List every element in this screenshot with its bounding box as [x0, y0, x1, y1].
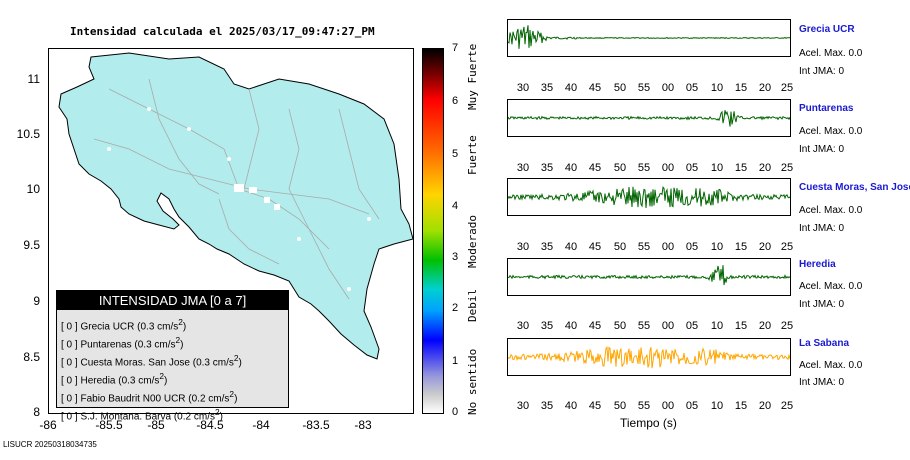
legend-station: Puntarenas (0.3 cm/s — [80, 339, 176, 351]
station-name[interactable]: Cuesta Moras, San Jose — [799, 182, 910, 193]
city-dots — [107, 107, 371, 291]
map-y-tick: 11 — [27, 72, 40, 86]
legend-sup: 2 — [233, 353, 239, 363]
colorbar-word: Muy Fuerte — [466, 43, 479, 110]
legend-close: ) — [238, 357, 242, 369]
legend-close: ) — [219, 411, 223, 423]
colorbar-word: Debil — [466, 288, 479, 322]
colorbar-number: 5 — [452, 148, 459, 160]
waveform-ticks: 30 35 40 45 50 55 00 05 10 15 20 25 — [516, 82, 794, 94]
legend-row: [ 0 ] Heredia (0.3 cm/s2) — [57, 367, 288, 387]
legend-station: Grecia UCR (0.3 cm/s — [80, 321, 179, 333]
costa-rica-map — [58, 52, 413, 360]
station-acel: Acel. Max. 0.0 — [799, 48, 863, 59]
colorbar-number: 6 — [452, 95, 459, 107]
costa-rica-landmass — [58, 52, 413, 360]
map-x-tick: -83.5 — [302, 418, 330, 432]
legend-station: S.J. Montana. Barva (0.2 cm/s — [80, 411, 215, 423]
map-y-tick: 9.5 — [23, 238, 40, 252]
legend-sup: 2 — [175, 335, 181, 345]
legend-row: [ 0 ] Grecia UCR (0.3 cm/s2) — [57, 313, 288, 333]
legend-close: ) — [180, 339, 184, 351]
map-x-tick: -84.5 — [196, 418, 224, 432]
legend-station: Cuesta Moras. San Jose (0.3 cm/s — [80, 357, 234, 369]
station-acel: Acel. Max. 0.0 — [799, 360, 863, 371]
waveform-panel[interactable] — [507, 258, 791, 296]
legend-level: [ 0 ] — [61, 321, 78, 333]
station-acel: Acel. Max. 0.0 — [799, 126, 863, 137]
intensity-legend: INTENSIDAD JMA [0 a 7] [ 0 ] Grecia UCR … — [56, 290, 289, 422]
time-axis-label: Tiempo (s) — [620, 416, 677, 430]
waveform-ticks: 30 35 40 45 50 55 00 05 10 15 20 25 — [516, 241, 794, 253]
legend-row: [ 0 ] Cuesta Moras. San Jose (0.3 cm/s2) — [57, 349, 288, 369]
station-int: Int JMA: 0 — [799, 66, 845, 77]
legend-level: [ 0 ] — [61, 339, 78, 351]
station-int: Int JMA: 0 — [799, 144, 845, 155]
map-y-tick: 10.5 — [16, 127, 40, 141]
map-x-tick: -84 — [252, 418, 270, 432]
colorbar-word: No sentido — [466, 348, 479, 415]
road-network — [93, 78, 380, 300]
legend-header: INTENSIDAD JMA [0 a 7] — [57, 291, 288, 310]
station-name[interactable]: La Sabana — [799, 338, 850, 349]
colorbar-number: 0 — [452, 406, 459, 418]
legend-close: ) — [164, 375, 168, 387]
station-int: Int JMA: 0 — [799, 377, 845, 388]
station-int: Int JMA: 0 — [799, 299, 845, 310]
station-name[interactable]: Puntarenas — [799, 103, 854, 114]
legend-sup: 2 — [178, 317, 183, 327]
legend-level: [ 0 ] — [61, 393, 78, 405]
colorbar-number: 1 — [452, 355, 459, 367]
station-acel: Acel. Max. 0.0 — [799, 205, 863, 216]
waveform-trace — [508, 186, 790, 209]
legend-sup: 2 — [214, 407, 220, 417]
colorbar-number: 7 — [452, 42, 459, 54]
legend-close: ) — [182, 321, 187, 333]
colorbar-word: Moderado — [466, 215, 479, 268]
map-y-tick: 8.5 — [23, 350, 40, 364]
station-name[interactable]: Heredia — [799, 259, 836, 270]
map-y-tick: 8 — [33, 405, 40, 419]
map-x-tick: -83 — [354, 418, 372, 432]
map-y-tick: 9 — [33, 294, 40, 308]
colorbar-number: 4 — [452, 200, 459, 212]
colorbar-word: Fuerte — [466, 135, 479, 175]
station-int: Int JMA: 0 — [799, 223, 845, 234]
station-acel: Acel. Max. 0.0 — [799, 281, 863, 292]
legend-rows: [ 0 ] Grecia UCR (0.3 cm/s2) [ 0 ] Punta… — [57, 310, 288, 423]
waveform-panel[interactable] — [507, 19, 791, 57]
legend-station: Heredia (0.3 cm/s — [80, 375, 160, 387]
map-x-tick: -85.5 — [95, 418, 123, 432]
waveform-panel[interactable] — [507, 338, 791, 376]
legend-close: ) — [234, 393, 238, 405]
waveform-ticks: 30 35 40 45 50 55 00 05 10 15 20 25 — [516, 162, 794, 174]
waveform-trace — [508, 346, 790, 369]
waveform-panel[interactable] — [507, 178, 791, 216]
legend-level: [ 0 ] — [61, 357, 78, 369]
legend-sup: 2 — [159, 371, 165, 381]
map-y-tick: 10 — [26, 182, 40, 196]
colorbar-number: 2 — [452, 302, 459, 314]
legend-row: [ 0 ] Puntarenas (0.3 cm/s2) — [57, 331, 288, 351]
waveform-ticks: 30 35 40 45 50 55 00 05 10 15 20 25 — [516, 320, 794, 332]
legend-sup: 2 — [229, 389, 235, 399]
waveform-panel[interactable] — [507, 99, 791, 137]
colorbar-number: 3 — [452, 251, 459, 263]
waveform-ticks: 30 35 40 45 50 55 00 05 10 15 20 25 — [516, 400, 794, 412]
waveform-trace — [508, 110, 790, 127]
waveform-trace — [508, 25, 790, 49]
station-name[interactable]: Grecia UCR — [799, 24, 855, 35]
waveform-trace — [508, 265, 790, 286]
map-x-tick: -86 — [39, 418, 57, 432]
plot-title: Intensidad calculada el 2025/03/17_09:47… — [70, 25, 375, 38]
intensity-colorbar — [422, 48, 444, 414]
legend-row: [ 0 ] S.J. Montana. Barva (0.2 cm/s2) — [57, 403, 288, 423]
legend-level: [ 0 ] — [61, 375, 78, 387]
footer-id: LISUCR 20250318034735 — [3, 440, 97, 449]
legend-level: [ 0 ] — [61, 411, 78, 423]
legend-row: [ 0 ] Fabio Baudrit N00 UCR (0.2 cm/s2) — [57, 385, 288, 405]
legend-station: Fabio Baudrit N00 UCR (0.2 cm/s — [80, 393, 230, 405]
map-x-tick: -85 — [147, 418, 165, 432]
